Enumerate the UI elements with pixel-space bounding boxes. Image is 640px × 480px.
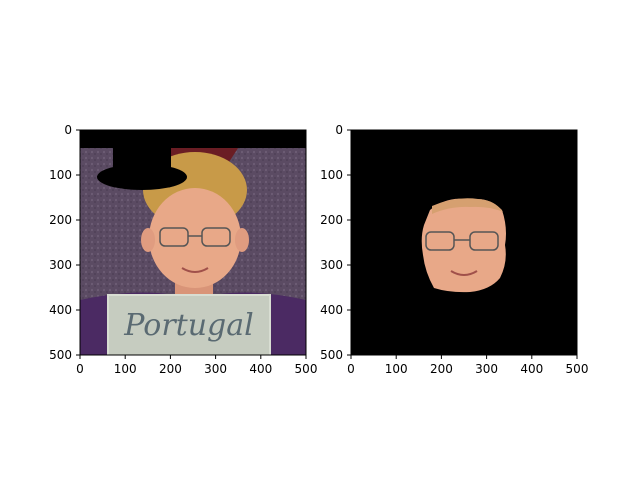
right-y-tick-label: 100: [320, 168, 343, 182]
right-x-tick-label: 200: [430, 362, 453, 376]
right-x-tick-label: 400: [520, 362, 543, 376]
left-image-axes: Portugal 0 100 200 300 400 500 0 100 200 300 400 5…: [49, 123, 317, 376]
right-x-tick-label: 100: [385, 362, 408, 376]
left-axes-frame: [79, 129, 307, 356]
left-y-tick-label: 0: [64, 123, 72, 137]
left-x-tick-label: 200: [159, 362, 182, 376]
right-y-ticks: 0 100 200 300 400 500: [320, 123, 351, 362]
right-x-ticks: 0 100 200 300 400 500: [347, 355, 588, 376]
left-y-tick-label: 200: [49, 213, 72, 227]
right-y-tick-label: 300: [320, 258, 343, 272]
right-y-tick-label: 500: [320, 348, 343, 362]
left-x-tick-label: 0: [76, 362, 84, 376]
left-x-tick-label: 500: [295, 362, 318, 376]
right-y-tick-label: 400: [320, 303, 343, 317]
left-y-ticks: 0 100 200 300 400 500: [49, 123, 80, 362]
left-y-tick-label: 100: [49, 168, 72, 182]
right-y-tick-label: 0: [335, 123, 343, 137]
right-axes-frame: [350, 129, 578, 356]
left-image: Portugal: [80, 130, 306, 355]
right-x-tick-label: 500: [566, 362, 589, 376]
left-x-tick-label: 100: [114, 362, 137, 376]
left-y-tick-label: 400: [49, 303, 72, 317]
sign-text: Portugal: [123, 308, 253, 343]
left-x-tick-label: 300: [204, 362, 227, 376]
left-y-tick-label: 500: [49, 348, 72, 362]
right-x-tick-label: 300: [475, 362, 498, 376]
left-y-tick-label: 300: [49, 258, 72, 272]
right-y-tick-label: 200: [320, 213, 343, 227]
left-x-ticks: 0 100 200 300 400 500: [76, 355, 317, 376]
left-x-tick-label: 400: [249, 362, 272, 376]
right-image-axes: 0 100 200 300 400 500 0 100 200 300 400 500: [320, 123, 588, 376]
right-x-tick-label: 0: [347, 362, 355, 376]
right-image: [351, 130, 577, 355]
